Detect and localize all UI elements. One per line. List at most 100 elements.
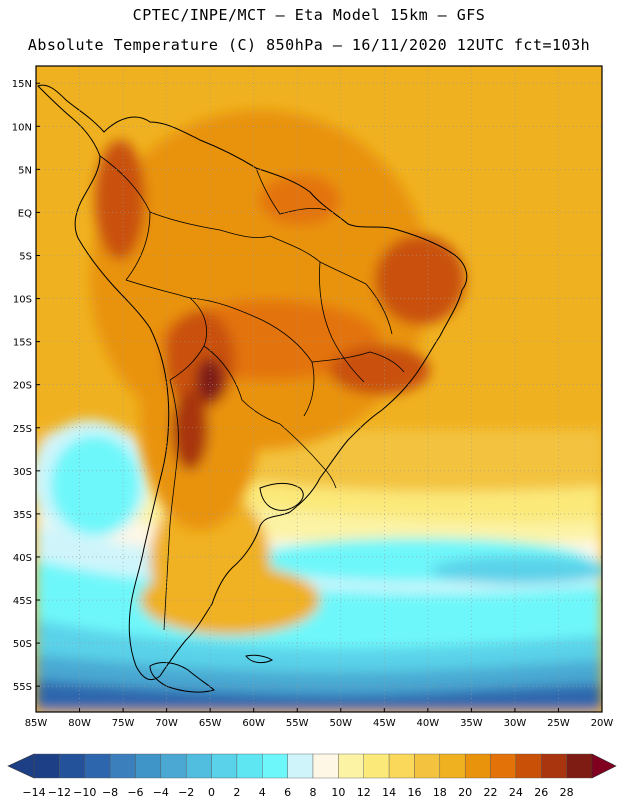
colorbar-label: 6: [284, 786, 291, 799]
colorbar-swatch: [287, 753, 314, 779]
border-peru-bolivia: [125, 279, 207, 381]
colorbar-label: 16: [407, 786, 421, 799]
latitude-axis: 15N 10N 5N EQ 5S 10S 15S 20S 25S 30S 35S 40S 45S 50S 5…: [12, 79, 40, 693]
border-chile-argentina: [163, 379, 179, 631]
plot-frame: [35, 65, 603, 713]
colorbar-label: −4: [153, 786, 169, 799]
coastlines: [37, 84, 468, 693]
lon-tick-label: 60W: [242, 718, 265, 729]
colorbar-swatch: [84, 753, 111, 779]
colorbar-swatch: [109, 753, 136, 779]
lat-tick-label: 10S: [13, 295, 32, 306]
colorbar-label: 24: [509, 786, 523, 799]
colorbar-label: −12: [48, 786, 71, 799]
northeast-hot-spot: [375, 235, 465, 325]
colorbar-swatch: [363, 753, 390, 779]
lat-tick-label: EQ: [18, 208, 32, 219]
temperature-field: [36, 66, 602, 712]
lon-tick-label: 35W: [460, 718, 483, 729]
lat-tick-label: 40S: [13, 553, 32, 564]
border-colombia-venezuela: [99, 155, 271, 238]
lon-tick-label: 75W: [112, 718, 135, 729]
country-borders: [99, 155, 405, 631]
colorbar-swatch: [388, 753, 415, 779]
colorbar-label: 8: [310, 786, 317, 799]
colorbar-swatch: [541, 753, 567, 779]
colorbar-over-triangle: [591, 753, 617, 779]
colorbar-swatch: [490, 753, 517, 779]
longitude-axis: 85W 80W 75W 70W 65W 60W 55W 50W 45W 40W 35W 30W 25W 2…: [25, 708, 614, 729]
colorbar-swatch: [135, 753, 162, 779]
lat-tick-label: 10N: [12, 122, 32, 133]
colorbar-swatch: [464, 753, 491, 779]
colorbar-label: 26: [534, 786, 548, 799]
colorbar-label: 2: [233, 786, 240, 799]
lat-tick-label: 50S: [13, 639, 32, 650]
lon-tick-label: 30W: [504, 718, 527, 729]
lon-tick-label: 85W: [25, 718, 48, 729]
lon-tick-label: 50W: [329, 718, 352, 729]
colorbar-label: 28: [560, 786, 574, 799]
lat-tick-label: 45S: [13, 596, 32, 607]
tierra-del-fuego: [149, 662, 215, 693]
border-uruguay: [279, 423, 337, 489]
border-brazil-north: [269, 235, 393, 335]
colorbar-swatch: [262, 753, 288, 779]
colorbar-label: −8: [102, 786, 118, 799]
border-peru-ecuador: [125, 211, 151, 281]
colorbar-label: −2: [178, 786, 194, 799]
colorbar-label: −14: [22, 786, 45, 799]
minas-hot-spot: [330, 345, 430, 395]
bolivia-hot-core: [196, 358, 224, 402]
colorbar-swatch: [338, 753, 364, 779]
guiana-hot-spot: [260, 175, 340, 225]
lon-tick-label: 80W: [68, 718, 91, 729]
lat-tick-label: 35S: [13, 510, 32, 521]
map-subtitle: Absolute Temperature (C) 850hPa – 16/11/…: [27, 36, 591, 54]
argentina-hot-core: [172, 390, 208, 470]
cold-tongue-atlantic-core: [430, 556, 602, 584]
colorbar-swatch: [414, 753, 441, 779]
colorbar-swatch: [33, 753, 60, 779]
colorbar-label: 0: [208, 786, 215, 799]
colorbar-swatch: [566, 753, 593, 779]
border-paraguay: [203, 345, 281, 425]
lat-tick-label: 5S: [19, 251, 32, 262]
colorbar-label: 14: [382, 786, 396, 799]
lon-tick-label: 55W: [286, 718, 309, 729]
lon-tick-label: 40W: [417, 718, 440, 729]
colorbar-under-triangle: [7, 753, 35, 779]
colorbar-label: −10: [73, 786, 96, 799]
lat-tick-label: 25S: [13, 424, 32, 435]
colorbar-swatch: [439, 753, 466, 779]
map-title: CPTEC/INPE/MCT – Eta Model 15km – GFS: [132, 6, 486, 24]
border-brazil-interior: [319, 261, 365, 383]
colorbar-label: 10: [331, 786, 345, 799]
falklands: [245, 654, 273, 664]
warm-plume-south: [150, 490, 270, 630]
border-brazil-bolivia: [189, 297, 315, 417]
lat-tick-label: 20S: [13, 381, 32, 392]
band-neg10: [36, 680, 602, 712]
colorbar-label: 20: [458, 786, 472, 799]
colorbar-label: 12: [357, 786, 371, 799]
colorbar-label: 18: [433, 786, 447, 799]
rio-de-la-plata: [259, 483, 304, 511]
lat-tick-label: 55S: [13, 682, 32, 693]
lon-tick-label: 20W: [591, 718, 614, 729]
colorbar-swatch: [236, 753, 263, 779]
lat-tick-label: 15N: [12, 79, 32, 90]
lon-tick-label: 65W: [199, 718, 222, 729]
colorbar-label: 4: [259, 786, 266, 799]
cold-pool-inner: [50, 435, 140, 535]
lat-tick-label: 30S: [13, 467, 32, 478]
colorbar-swatch: [312, 753, 339, 779]
colorbar-swatch: [59, 753, 85, 779]
colorbar-swatch: [211, 753, 238, 779]
colorbar-swatch: [185, 753, 212, 779]
lat-tick-label: 5N: [18, 165, 32, 176]
colombia-hot-spot: [95, 140, 145, 260]
colorbar-label: −6: [127, 786, 143, 799]
south-america-coast: [37, 84, 468, 681]
